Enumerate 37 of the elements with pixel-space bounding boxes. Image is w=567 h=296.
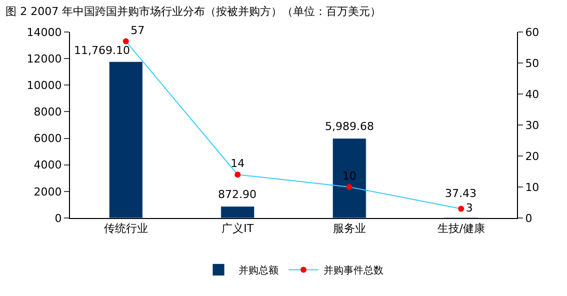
data-label: 11,769.10 xyxy=(74,44,130,57)
legend-label: 并购总额 xyxy=(238,264,278,277)
y-tick-label: 4000 xyxy=(34,158,62,172)
chart-title: 图 2 2007 年中国跨国并购市场行业分布（按被并购方）（单位：百万美元） xyxy=(6,5,382,18)
point xyxy=(346,184,352,190)
bar xyxy=(220,206,255,218)
point xyxy=(458,206,464,212)
y2-tick-label: 20 xyxy=(525,150,540,163)
x-tick-label: 服务业 xyxy=(332,222,366,236)
y-tick-label: 0 xyxy=(54,212,62,225)
y2-tick-label: 0 xyxy=(525,212,532,225)
data-label: 5,989.68 xyxy=(325,120,374,133)
data-label: 3 xyxy=(466,201,473,214)
data-label: 14 xyxy=(230,157,245,170)
x-tick-label: 广义IT xyxy=(222,222,254,236)
y-tick-label: 10000 xyxy=(26,78,62,92)
data-label: 37.43 xyxy=(445,187,476,200)
bar xyxy=(332,138,366,218)
legend-label: 并购事件总数 xyxy=(324,264,384,277)
data-label: 10 xyxy=(342,170,356,182)
x-tick-label: 传统行业 xyxy=(104,222,148,236)
y-tick-label: 2000 xyxy=(34,185,62,198)
y-tick-label: 12000 xyxy=(26,52,62,66)
y2-tick-label: 60 xyxy=(525,26,540,39)
point xyxy=(234,172,241,178)
data-label: 872.90 xyxy=(218,188,256,201)
y2-tick-label: 10 xyxy=(525,180,540,194)
y-tick-label: 14000 xyxy=(26,26,62,39)
y-tick-label: 8000 xyxy=(34,106,62,119)
point xyxy=(122,38,129,44)
y2-tick-label: 30 xyxy=(525,118,540,132)
y-tick-label: 6000 xyxy=(34,132,62,146)
bar xyxy=(108,61,143,218)
y2-tick-label: 40 xyxy=(525,88,540,101)
data-label: 57 xyxy=(130,24,145,37)
x-tick-label: 生技/健康 xyxy=(437,222,485,236)
y2-tick-label: 50 xyxy=(525,56,540,70)
